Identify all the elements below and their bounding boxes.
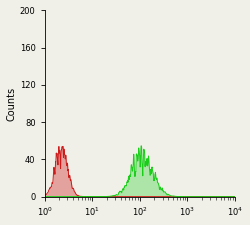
Y-axis label: Counts: Counts <box>7 86 17 121</box>
